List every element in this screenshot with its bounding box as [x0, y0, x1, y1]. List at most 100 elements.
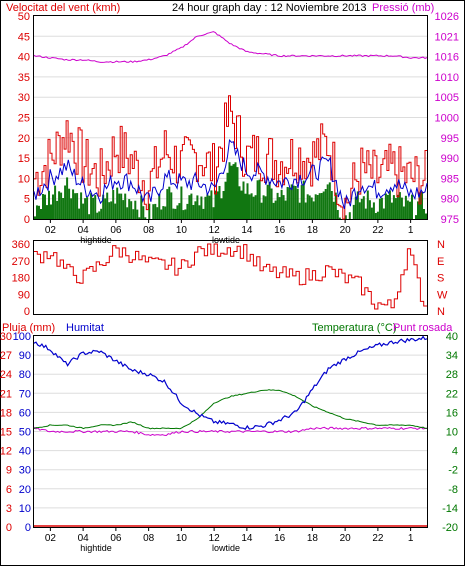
wind-speed-bar — [114, 203, 117, 219]
wind-speed-bar — [50, 204, 52, 219]
hightide-label: hightide — [80, 543, 112, 553]
wind-speed-bar — [254, 195, 257, 219]
x-tick-label: 20 — [340, 225, 352, 236]
wind-speed-bar — [162, 206, 165, 219]
wind-speed-bar — [268, 182, 271, 219]
wind-speed-bar — [294, 186, 297, 219]
wind-speed-bar — [134, 200, 137, 219]
compass-label: E — [437, 256, 444, 268]
pressure-y-tick-label: 1021 — [435, 31, 459, 43]
wind-speed-bar — [72, 189, 75, 219]
wind-speed-bar — [242, 181, 245, 219]
wind-speed-bar — [362, 196, 365, 219]
wind-speed-bar — [82, 203, 85, 219]
x-tick-label: 18 — [307, 533, 319, 544]
wind-speed-bar — [106, 192, 109, 219]
compass-label: S — [437, 273, 444, 285]
rain-y-tick-label: 24 — [0, 369, 12, 381]
wind-speed-bar — [406, 200, 409, 219]
wind-speed-bar — [56, 200, 59, 219]
x-tick-label: 02 — [45, 225, 57, 236]
x-tick-label: 08 — [143, 225, 155, 236]
wind-speed-bar — [411, 194, 413, 219]
humidity-y-tick-label: 80 — [19, 369, 31, 381]
wind-speed-bar — [288, 187, 291, 219]
wind-speed-bar — [172, 208, 175, 219]
wind-speed-bar — [394, 198, 397, 219]
wind-speed-bar — [402, 206, 405, 219]
wind-speed-bar — [232, 164, 235, 219]
wind-speed-bar — [310, 197, 313, 219]
wind-speed-bar — [186, 203, 189, 219]
wind-speed-bar — [280, 189, 283, 219]
temperature-y-tick-label: 4 — [452, 446, 458, 458]
wind-y-tick-label: 25 — [18, 113, 30, 125]
wind-speed-bar — [238, 186, 241, 219]
temperature-panel-frame — [33, 335, 428, 528]
x-tick-label: 22 — [372, 533, 384, 544]
wind-speed-bar — [274, 200, 277, 219]
pressure-y-tick-label: 1010 — [435, 72, 459, 84]
wind-speed-bar — [376, 211, 379, 219]
temperature-axis-title: Temperatura (°C) — [312, 322, 396, 334]
wind-speed-bar — [314, 194, 317, 219]
x-tick-label: 10 — [176, 533, 188, 544]
humidity-y-tick-label: 10 — [19, 503, 31, 515]
wind-speed-bar — [58, 191, 61, 219]
wind-speed-bar — [54, 185, 57, 219]
wind-speed-bar — [200, 196, 203, 219]
wind-speed-bar — [266, 184, 269, 219]
wind-speed-bar — [78, 208, 81, 219]
wind-speed-bar — [156, 207, 159, 219]
wind-speed-bar — [282, 195, 285, 219]
wind-speed-bar — [86, 197, 89, 219]
wind-speed-bar — [296, 188, 299, 219]
wind-speed-bar — [290, 184, 293, 219]
wind-speed-bar — [392, 195, 395, 219]
x-tick-label: 02 — [45, 533, 57, 544]
wind-speed-bar — [250, 193, 253, 219]
wind-speed-bar — [220, 198, 223, 219]
humidity-y-tick-label: 60 — [19, 407, 31, 419]
wind-speed-bar — [92, 197, 95, 219]
average-wind-series-line — [33, 138, 428, 209]
lowtide-label: lowtide — [212, 543, 240, 553]
rain-y-tick-label: 9 — [6, 465, 12, 477]
wind-speed-bar — [234, 162, 237, 219]
wind-y-tick-label: 10 — [18, 173, 30, 185]
x-tick-label: 1 — [408, 225, 414, 236]
wind-speed-bar — [332, 201, 335, 219]
compass-label: N — [437, 306, 445, 318]
humidity-y-tick-label: 0 — [25, 522, 31, 534]
wind-speed-bar — [192, 205, 195, 219]
pressure-y-tick-label: 975 — [441, 214, 459, 226]
pressure-y-tick-label: 985 — [441, 173, 459, 185]
wind-speed-bar — [336, 210, 339, 219]
x-tick-label: 18 — [307, 225, 319, 236]
wind-speed-bar — [70, 198, 73, 219]
wind-speed-bar — [370, 207, 373, 219]
x-tick-label: 06 — [110, 533, 122, 544]
wind-speed-bar — [224, 181, 227, 219]
wind-speed-bar — [120, 193, 123, 219]
wind-speed-bar — [356, 191, 359, 219]
temperature-y-tick-label: -20 — [442, 522, 458, 534]
wind-speed-bar — [421, 192, 423, 219]
wind-speed-bar — [126, 207, 129, 219]
wind-speed-bar — [166, 189, 169, 219]
pressure-axis-title: Pressió (mb) — [372, 2, 434, 14]
pressure-y-tick-label: 990 — [441, 153, 459, 165]
wind-speed-bar — [148, 203, 151, 219]
wind-speed-bar — [366, 190, 369, 219]
wind-speed-bar — [322, 191, 325, 219]
wind-speed-bar — [80, 192, 83, 219]
wind-speed-bar — [210, 190, 213, 219]
wind-y-tick-label: 5 — [24, 194, 30, 206]
wind-speed-bar — [196, 195, 199, 219]
wind-speed-bar — [202, 208, 205, 219]
rain-y-tick-label: 27 — [0, 350, 12, 362]
wind-speed-bar — [270, 188, 273, 219]
wind-speed-bar — [90, 193, 93, 219]
